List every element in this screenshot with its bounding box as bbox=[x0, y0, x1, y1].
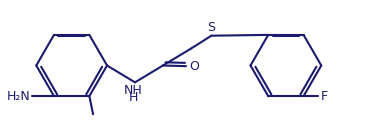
Text: O: O bbox=[189, 60, 199, 73]
Text: S: S bbox=[208, 21, 215, 34]
Text: H: H bbox=[129, 91, 138, 104]
Text: F: F bbox=[320, 90, 327, 103]
Text: H₂N: H₂N bbox=[7, 90, 30, 103]
Text: NH: NH bbox=[124, 84, 143, 97]
